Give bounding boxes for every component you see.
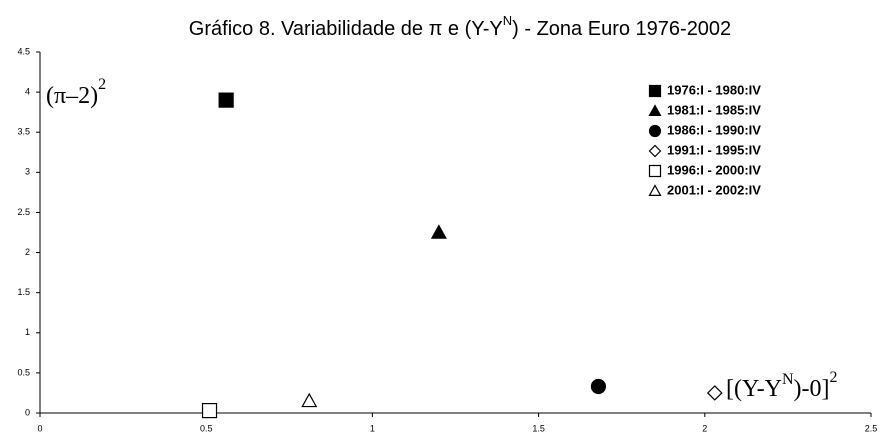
legend-marker bbox=[648, 144, 662, 158]
label-part: (π–2) bbox=[46, 83, 98, 109]
x-tick-label: 0.5 bbox=[200, 423, 213, 433]
title-part: Gráfico 8. Variabilidade de π e (Y-Y bbox=[189, 18, 503, 40]
marker bbox=[218, 92, 234, 108]
label-part: )-0] bbox=[794, 376, 830, 402]
y-tick-label: 1.5 bbox=[17, 287, 30, 297]
legend-label: 1986:I - 1990:IV bbox=[667, 122, 761, 137]
y-tick-label: 3.5 bbox=[17, 127, 30, 137]
label-part: [(Y-Y bbox=[726, 376, 782, 402]
y-tick-label: 1 bbox=[25, 327, 30, 337]
label-sup: N bbox=[782, 371, 794, 388]
legend-marker bbox=[648, 184, 662, 196]
marker bbox=[301, 392, 318, 408]
y-tick-label: 0 bbox=[25, 407, 30, 417]
legend-label: 1981:I - 1985:IV bbox=[667, 102, 761, 117]
marker bbox=[706, 385, 723, 401]
legend-label: 1996:I - 2000:IV bbox=[667, 162, 761, 177]
x-tick-label: 1 bbox=[370, 423, 375, 433]
title-part: ) - Zona Euro 1976-2002 bbox=[512, 18, 731, 40]
x-tick-label: 0 bbox=[37, 423, 42, 433]
legend-label: 2001:I - 2002:IV bbox=[667, 182, 761, 197]
y-tick-label: 2 bbox=[25, 247, 30, 257]
x-tick-label: 2 bbox=[702, 423, 707, 433]
marker bbox=[201, 402, 218, 419]
legend-marker bbox=[648, 124, 662, 138]
y-tick-label: 2.5 bbox=[17, 207, 30, 217]
label-sup: 2 bbox=[98, 76, 106, 93]
x-axis-label: [(Y-YN)-0]2 bbox=[726, 369, 838, 402]
y-tick-label: 3 bbox=[25, 167, 30, 177]
y-tick-label: 0.5 bbox=[17, 367, 30, 377]
marker bbox=[590, 378, 607, 395]
y-axis-label: (π–2)2 bbox=[46, 76, 106, 109]
legend-label: 1991:I - 1995:IV bbox=[667, 142, 761, 157]
y-tick-label: 4 bbox=[25, 86, 30, 96]
legend-label: 1976:I - 1980:IV bbox=[667, 82, 761, 97]
title-sup: N bbox=[503, 13, 512, 28]
label-sup: 2 bbox=[830, 369, 838, 386]
legend-marker bbox=[648, 104, 662, 116]
marker bbox=[430, 224, 447, 239]
y-tick-label: 4.5 bbox=[17, 46, 30, 56]
legend-marker bbox=[648, 164, 662, 178]
chart-title: Gráfico 8. Variabilidade de π e (Y-YN) -… bbox=[189, 13, 731, 40]
x-tick-label: 2.5 bbox=[865, 423, 878, 433]
x-tick-label: 1.5 bbox=[532, 423, 545, 433]
legend-marker bbox=[648, 84, 662, 98]
